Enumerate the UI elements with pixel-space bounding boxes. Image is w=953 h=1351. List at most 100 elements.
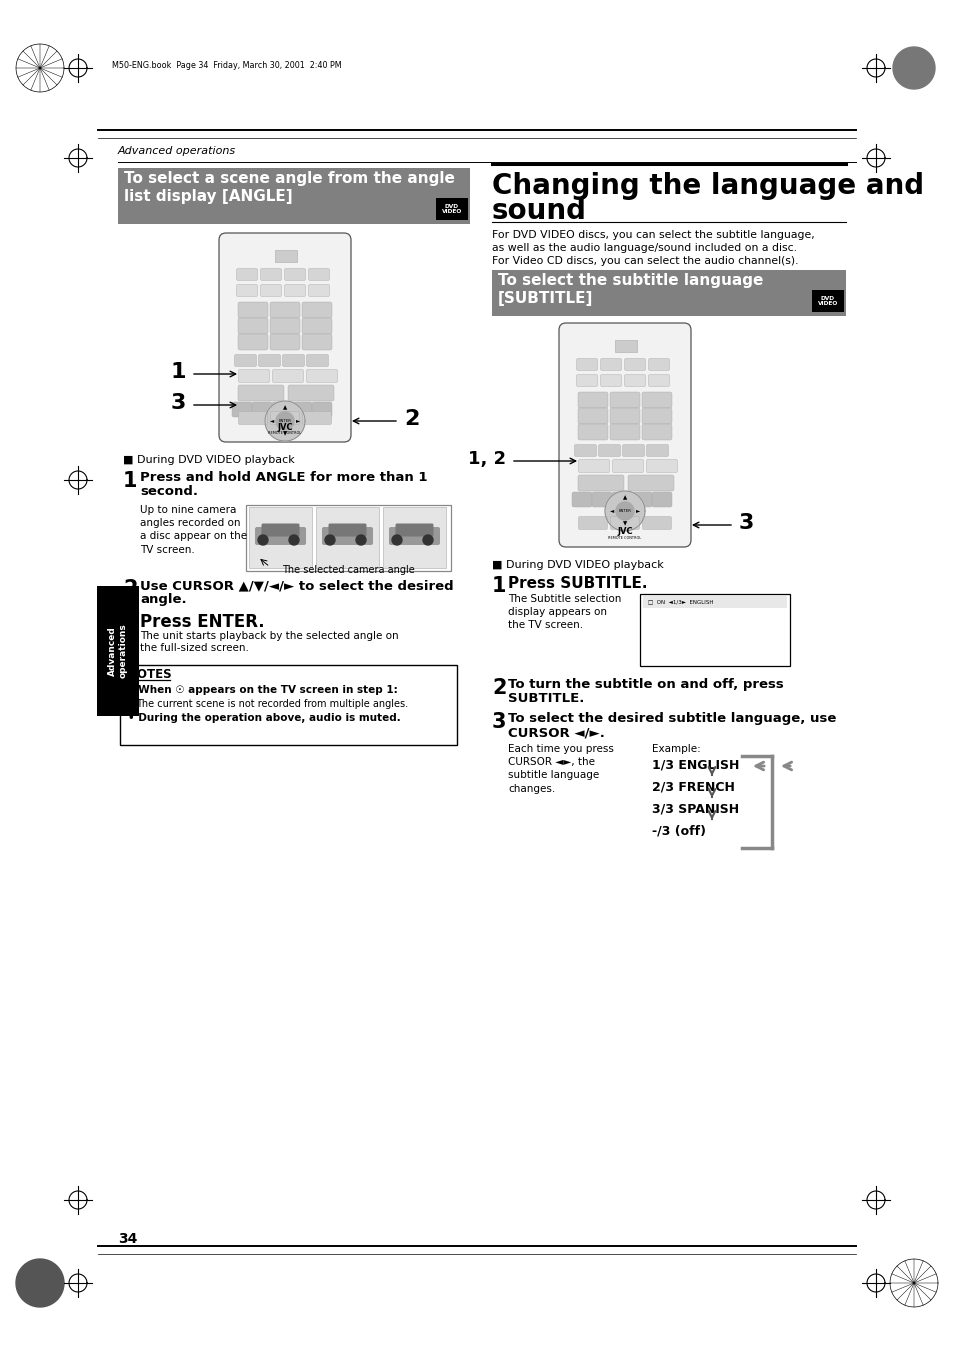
FancyBboxPatch shape	[238, 370, 269, 382]
Text: To select the subtitle language: To select the subtitle language	[497, 273, 762, 288]
FancyBboxPatch shape	[272, 403, 292, 417]
FancyBboxPatch shape	[306, 370, 337, 382]
Bar	[249, 507, 312, 567]
FancyBboxPatch shape	[609, 392, 639, 408]
Text: Press ENTER.: Press ENTER.	[140, 613, 264, 631]
FancyBboxPatch shape	[610, 516, 639, 530]
Text: 2: 2	[492, 678, 506, 698]
Text: 2: 2	[403, 409, 419, 430]
FancyBboxPatch shape	[648, 374, 669, 386]
Text: 3: 3	[739, 513, 754, 534]
Text: REMOTE CONTROL: REMOTE CONTROL	[268, 431, 301, 435]
FancyBboxPatch shape	[322, 527, 373, 544]
Text: 1: 1	[171, 362, 186, 382]
Bar	[382, 507, 446, 567]
Text: • When ☉ appears on the TV screen in step 1:: • When ☉ appears on the TV screen in ste…	[128, 685, 397, 694]
Text: 3: 3	[123, 613, 137, 634]
FancyBboxPatch shape	[270, 303, 299, 317]
Text: The unit starts playback by the selected angle on
the full-sized screen.: The unit starts playback by the selected…	[140, 631, 398, 654]
Text: ▼: ▼	[622, 521, 626, 527]
Text: The current scene is not recorded from multiple angles.: The current scene is not recorded from m…	[136, 698, 408, 709]
FancyBboxPatch shape	[252, 403, 272, 417]
Polygon shape	[16, 1259, 64, 1306]
Text: Each time you press
CURSOR ◄►, the
subtitle language
changes.: Each time you press CURSOR ◄►, the subti…	[507, 744, 613, 793]
FancyBboxPatch shape	[302, 303, 332, 317]
Polygon shape	[325, 535, 335, 544]
Bar	[615, 340, 637, 353]
Text: ▲: ▲	[283, 405, 287, 411]
Text: second.: second.	[140, 485, 198, 499]
Text: REMOTE CONTROL: REMOTE CONTROL	[608, 536, 641, 540]
FancyBboxPatch shape	[624, 358, 645, 370]
FancyBboxPatch shape	[631, 492, 651, 507]
FancyBboxPatch shape	[576, 374, 597, 386]
Text: 3: 3	[492, 712, 506, 732]
Text: • During the operation above, audio is muted.: • During the operation above, audio is m…	[128, 713, 400, 723]
Text: ◄: ◄	[270, 419, 274, 423]
Text: DVD
VIDEO: DVD VIDEO	[817, 296, 838, 307]
FancyBboxPatch shape	[219, 232, 351, 442]
Polygon shape	[257, 535, 268, 544]
Text: To turn the subtitle on and off, press: To turn the subtitle on and off, press	[507, 678, 783, 690]
Text: M50-ENG.book  Page 34  Friday, March 30, 2001  2:40 PM: M50-ENG.book Page 34 Friday, March 30, 2…	[112, 61, 341, 69]
Bar	[436, 199, 468, 220]
FancyBboxPatch shape	[312, 403, 332, 417]
Text: ▼: ▼	[283, 431, 287, 436]
Polygon shape	[289, 535, 298, 544]
FancyBboxPatch shape	[258, 354, 280, 366]
Text: Example:: Example:	[651, 744, 700, 754]
FancyBboxPatch shape	[254, 527, 306, 544]
Polygon shape	[616, 503, 634, 520]
Text: Advanced
operations: Advanced operations	[109, 624, 128, 678]
FancyBboxPatch shape	[612, 492, 631, 507]
Bar	[642, 596, 786, 608]
FancyBboxPatch shape	[646, 459, 677, 473]
Text: [SUBTITLE]: [SUBTITLE]	[497, 290, 593, 305]
FancyBboxPatch shape	[578, 424, 607, 440]
Text: 34: 34	[118, 1232, 137, 1246]
FancyBboxPatch shape	[270, 334, 299, 350]
Polygon shape	[392, 535, 401, 544]
Text: ENTER: ENTER	[278, 419, 291, 423]
FancyBboxPatch shape	[271, 412, 299, 424]
Text: ■ During DVD VIDEO playback: ■ During DVD VIDEO playback	[492, 561, 663, 570]
FancyBboxPatch shape	[574, 444, 596, 457]
Text: Advanced operations: Advanced operations	[118, 146, 236, 155]
FancyBboxPatch shape	[292, 403, 312, 417]
Text: Use CURSOR ▲/▼/◄/► to select the desired: Use CURSOR ▲/▼/◄/► to select the desired	[140, 580, 453, 592]
FancyBboxPatch shape	[237, 334, 268, 350]
Text: SUBTITLE.: SUBTITLE.	[507, 692, 584, 705]
FancyBboxPatch shape	[558, 323, 690, 547]
Text: CURSOR ◄/►.: CURSOR ◄/►.	[507, 725, 604, 739]
Bar	[118, 168, 470, 224]
Text: angle.: angle.	[140, 593, 187, 607]
Text: Press SUBTITLE.: Press SUBTITLE.	[507, 576, 647, 590]
Text: Press and hold ANGLE for more than 1: Press and hold ANGLE for more than 1	[140, 471, 427, 484]
Text: NOTES: NOTES	[128, 667, 172, 681]
FancyBboxPatch shape	[302, 334, 332, 350]
FancyBboxPatch shape	[237, 303, 268, 317]
Polygon shape	[909, 1279, 917, 1288]
FancyBboxPatch shape	[641, 408, 671, 424]
Text: JVC: JVC	[277, 423, 293, 431]
FancyBboxPatch shape	[641, 424, 671, 440]
Text: ►: ►	[636, 508, 639, 513]
FancyBboxPatch shape	[270, 317, 299, 334]
FancyBboxPatch shape	[302, 412, 331, 424]
FancyBboxPatch shape	[578, 459, 609, 473]
FancyBboxPatch shape	[237, 317, 268, 334]
FancyBboxPatch shape	[306, 354, 328, 366]
FancyBboxPatch shape	[572, 492, 592, 507]
FancyBboxPatch shape	[627, 476, 673, 490]
FancyBboxPatch shape	[609, 424, 639, 440]
FancyBboxPatch shape	[328, 523, 366, 536]
Text: The Subtitle selection
display appears on
the TV screen.: The Subtitle selection display appears o…	[507, 594, 620, 631]
Text: ENTER: ENTER	[618, 509, 631, 513]
FancyBboxPatch shape	[261, 523, 299, 536]
Polygon shape	[36, 63, 44, 72]
FancyBboxPatch shape	[612, 459, 643, 473]
Bar	[274, 250, 296, 262]
FancyBboxPatch shape	[598, 444, 619, 457]
FancyBboxPatch shape	[641, 516, 671, 530]
Polygon shape	[604, 490, 644, 531]
